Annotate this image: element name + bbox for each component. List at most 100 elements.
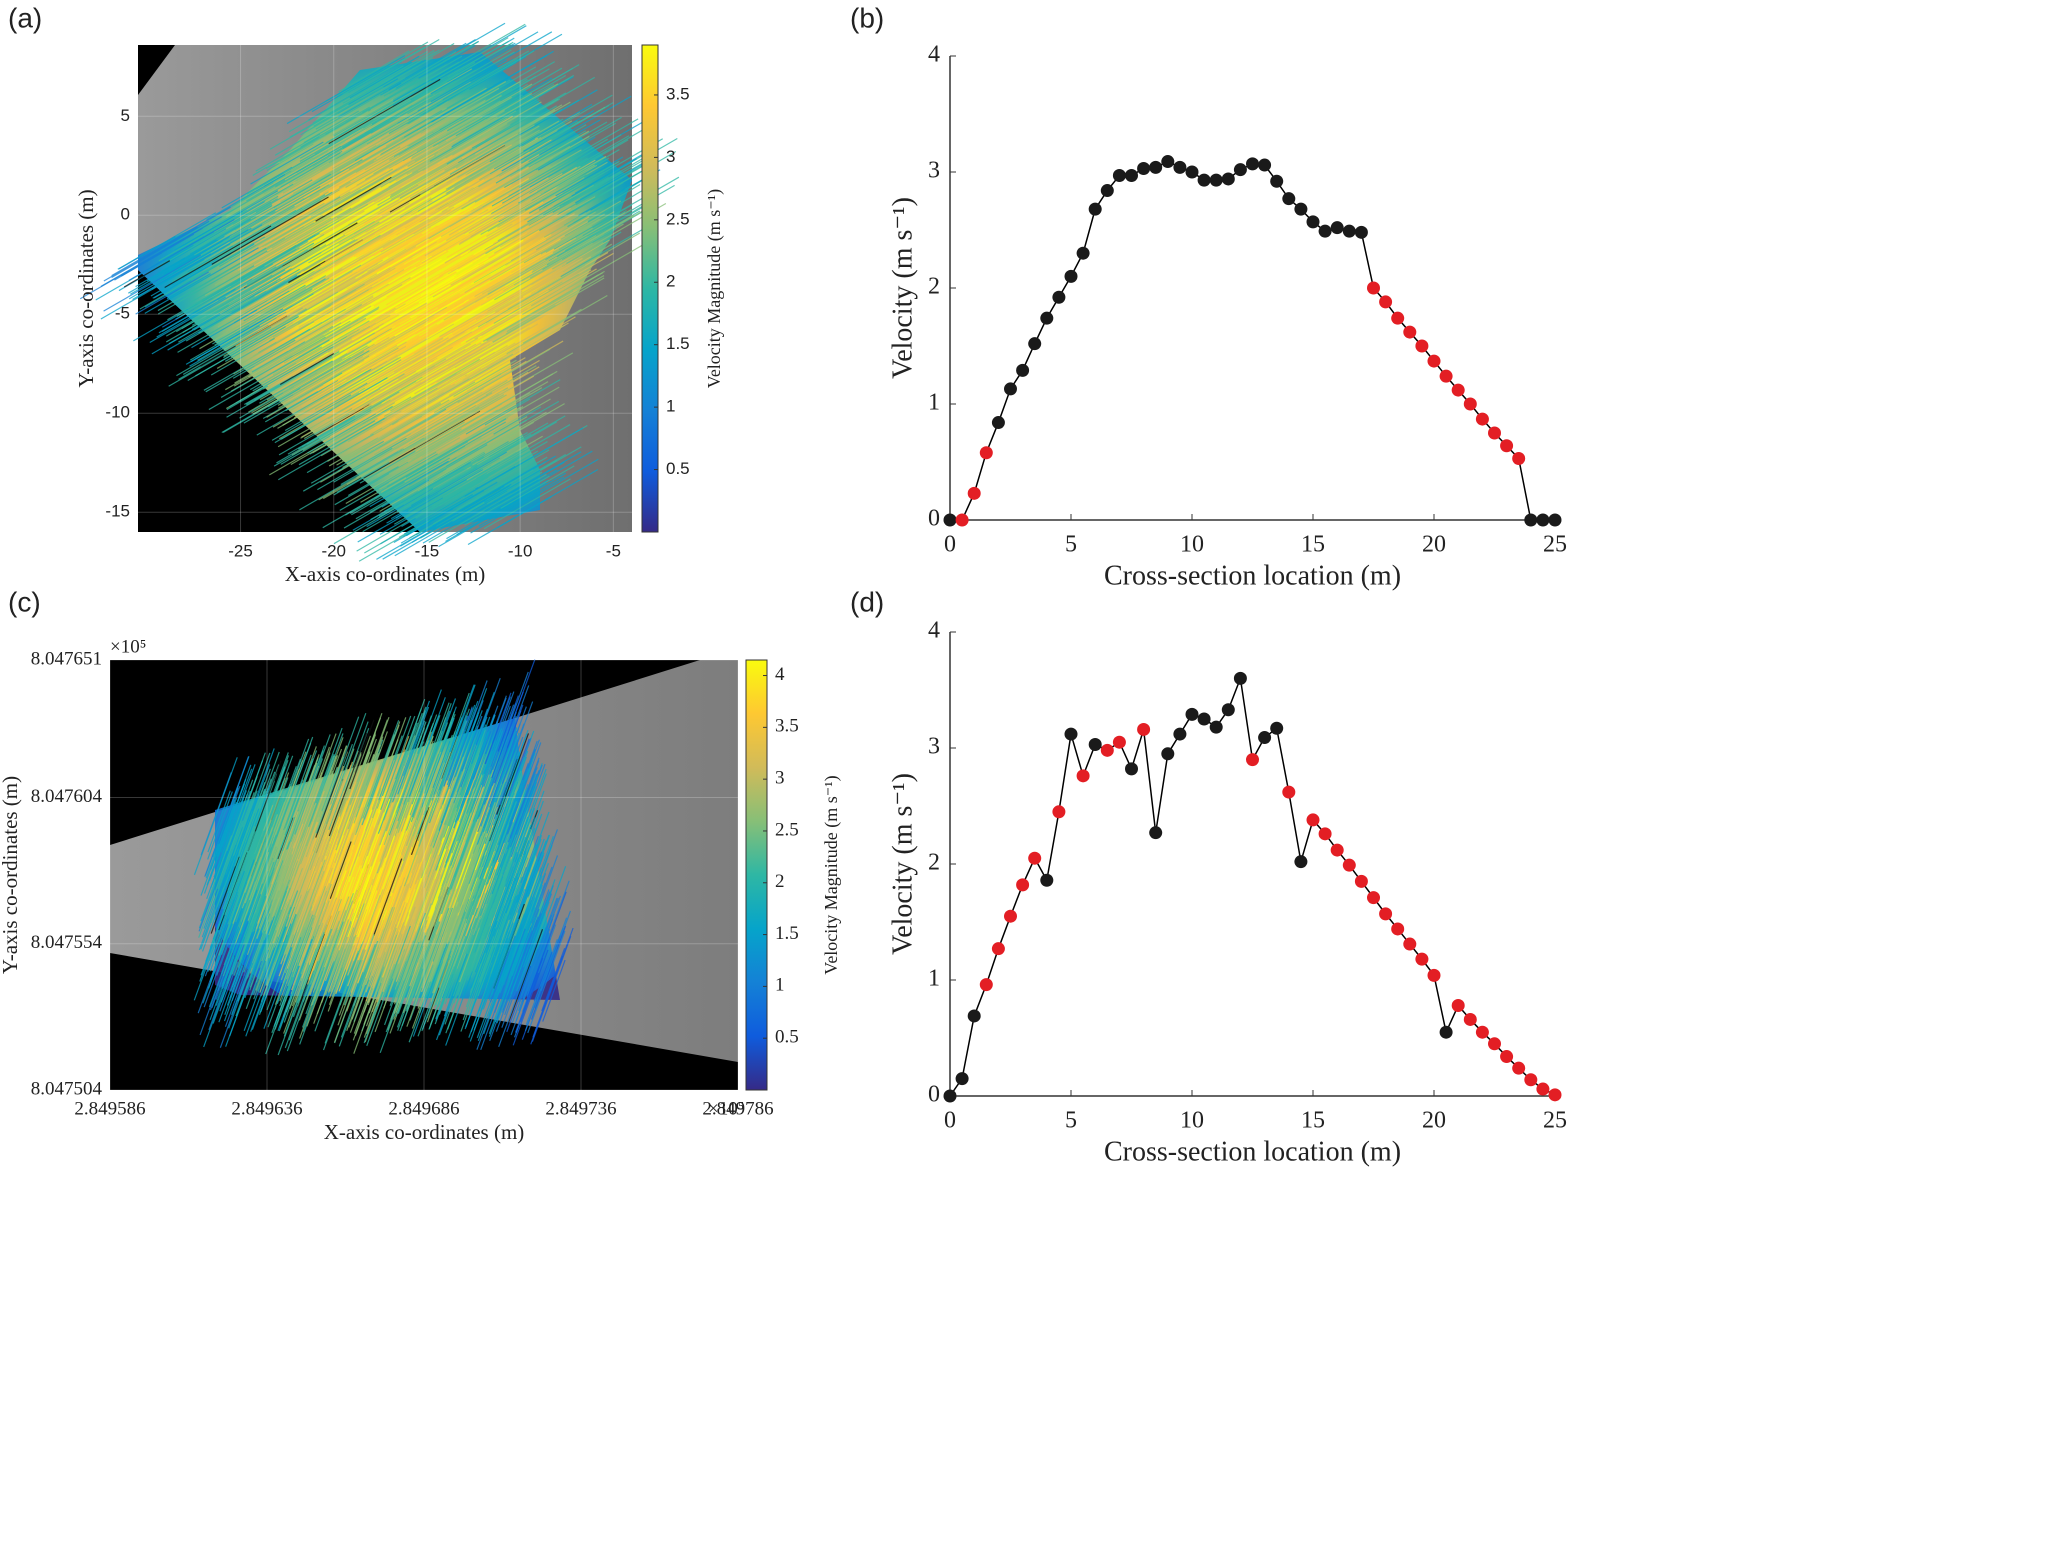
- velocity-vector: [321, 767, 339, 812]
- velocity-vector: [303, 239, 358, 272]
- point: [1282, 785, 1296, 799]
- velocity-vector: [217, 266, 277, 301]
- velocity-vector: [322, 878, 349, 947]
- velocity-vector: [289, 184, 419, 260]
- velocity-vector: [312, 101, 432, 171]
- velocity-vector: [247, 819, 286, 921]
- velocity-vector: [526, 880, 570, 998]
- velocity-vector: [300, 336, 390, 390]
- velocity-vector: [396, 162, 459, 199]
- velocity-vector: [334, 796, 360, 864]
- velocity-vector: [494, 794, 525, 876]
- x-tick-label: 15: [1301, 1108, 1325, 1134]
- velocity-vector: [132, 224, 263, 301]
- velocity-vector: [496, 975, 514, 1020]
- velocity-vector: [406, 916, 448, 1027]
- colorbar-tick-label: 3.5: [666, 84, 690, 103]
- velocity-vector: [477, 264, 586, 328]
- velocity-vector: [474, 853, 519, 973]
- velocity-vector: [282, 358, 343, 394]
- velocity-vector: [493, 710, 522, 784]
- point: [967, 486, 981, 500]
- velocity-vector: [494, 928, 526, 1013]
- velocity-vector: [284, 888, 311, 955]
- point: [1125, 168, 1138, 182]
- velocity-vector: [135, 271, 210, 315]
- velocity-vector: [493, 877, 516, 937]
- x-tick-label: 5: [1065, 1108, 1077, 1134]
- velocity-vector: [395, 932, 426, 1013]
- velocity-vector: [176, 311, 287, 377]
- velocity-vector: [466, 435, 543, 481]
- velocity-vector: [166, 273, 211, 300]
- y-tick-label: 8.047604: [31, 786, 103, 807]
- velocity-vector: [253, 346, 370, 415]
- velocity-vector: [525, 211, 626, 271]
- velocity-vector: [461, 715, 483, 772]
- velocity-vector: [486, 471, 543, 505]
- velocity-vector: [215, 956, 235, 1006]
- velocity-vector: [389, 378, 470, 426]
- velocity-vector: [353, 731, 388, 824]
- point: [1403, 937, 1417, 951]
- velocity-vector: [216, 311, 315, 369]
- point: [1016, 363, 1030, 377]
- point: [1451, 999, 1465, 1013]
- velocity-vector: [193, 757, 238, 876]
- velocity-vector: [402, 763, 440, 862]
- velocity-vector: [350, 844, 382, 926]
- velocity-vector: [254, 784, 271, 827]
- velocity-vector: [523, 218, 601, 264]
- x-tick-label: 2.849736: [545, 1098, 616, 1119]
- x-tick-label: 25: [1543, 532, 1567, 558]
- velocity-vector: [362, 875, 395, 961]
- velocity-vector: [443, 953, 468, 1017]
- velocity-vector: [395, 186, 479, 236]
- velocity-vector: [492, 779, 524, 862]
- velocity-vector: [383, 875, 401, 920]
- velocity-vector: [249, 886, 289, 991]
- point: [1475, 1025, 1489, 1039]
- velocity-vector: [472, 857, 495, 916]
- velocity-vector: [226, 779, 254, 852]
- velocity-vector: [289, 220, 376, 272]
- velocity-vector: [510, 130, 590, 177]
- velocity-vector: [489, 926, 532, 1041]
- velocity-vector: [427, 367, 482, 400]
- velocity-vector: [449, 688, 488, 790]
- point: [1173, 160, 1187, 174]
- velocity-vector: [429, 97, 540, 162]
- velocity-vector: [277, 277, 330, 309]
- velocity-vector: [493, 165, 587, 220]
- velocity-vector: [314, 359, 402, 411]
- velocity-vector: [298, 261, 423, 334]
- point: [1415, 339, 1429, 353]
- velocity-vector: [484, 479, 539, 512]
- point: [1161, 155, 1175, 169]
- velocity-vector: [249, 755, 290, 861]
- velocity-vector: [252, 136, 320, 176]
- velocity-vector: [245, 916, 290, 1037]
- velocity-vector: [464, 475, 550, 526]
- velocity-vector: [365, 932, 402, 1027]
- velocity-vector: [279, 939, 313, 1029]
- velocity-vector: [297, 886, 326, 963]
- velocity-vector: [135, 239, 218, 288]
- velocity-vector: [272, 736, 314, 846]
- velocity-vector: [274, 377, 388, 444]
- velocity-vector: [477, 929, 520, 1042]
- velocity-vector: [312, 920, 340, 993]
- velocity-vector: [355, 376, 423, 417]
- velocity-vector: [485, 944, 501, 983]
- velocity-vector: [334, 74, 446, 139]
- velocity-vector: [473, 345, 530, 379]
- velocity-vector: [481, 705, 511, 786]
- velocity-vector: [379, 497, 444, 535]
- velocity-vector: [451, 743, 493, 854]
- velocity-vector: [233, 330, 330, 387]
- velocity-vector: [279, 352, 335, 386]
- velocity-vector: [506, 929, 544, 1027]
- velocity-vector: [301, 935, 323, 990]
- x-tick-label: 0: [944, 532, 956, 558]
- velocity-vector: [415, 459, 518, 519]
